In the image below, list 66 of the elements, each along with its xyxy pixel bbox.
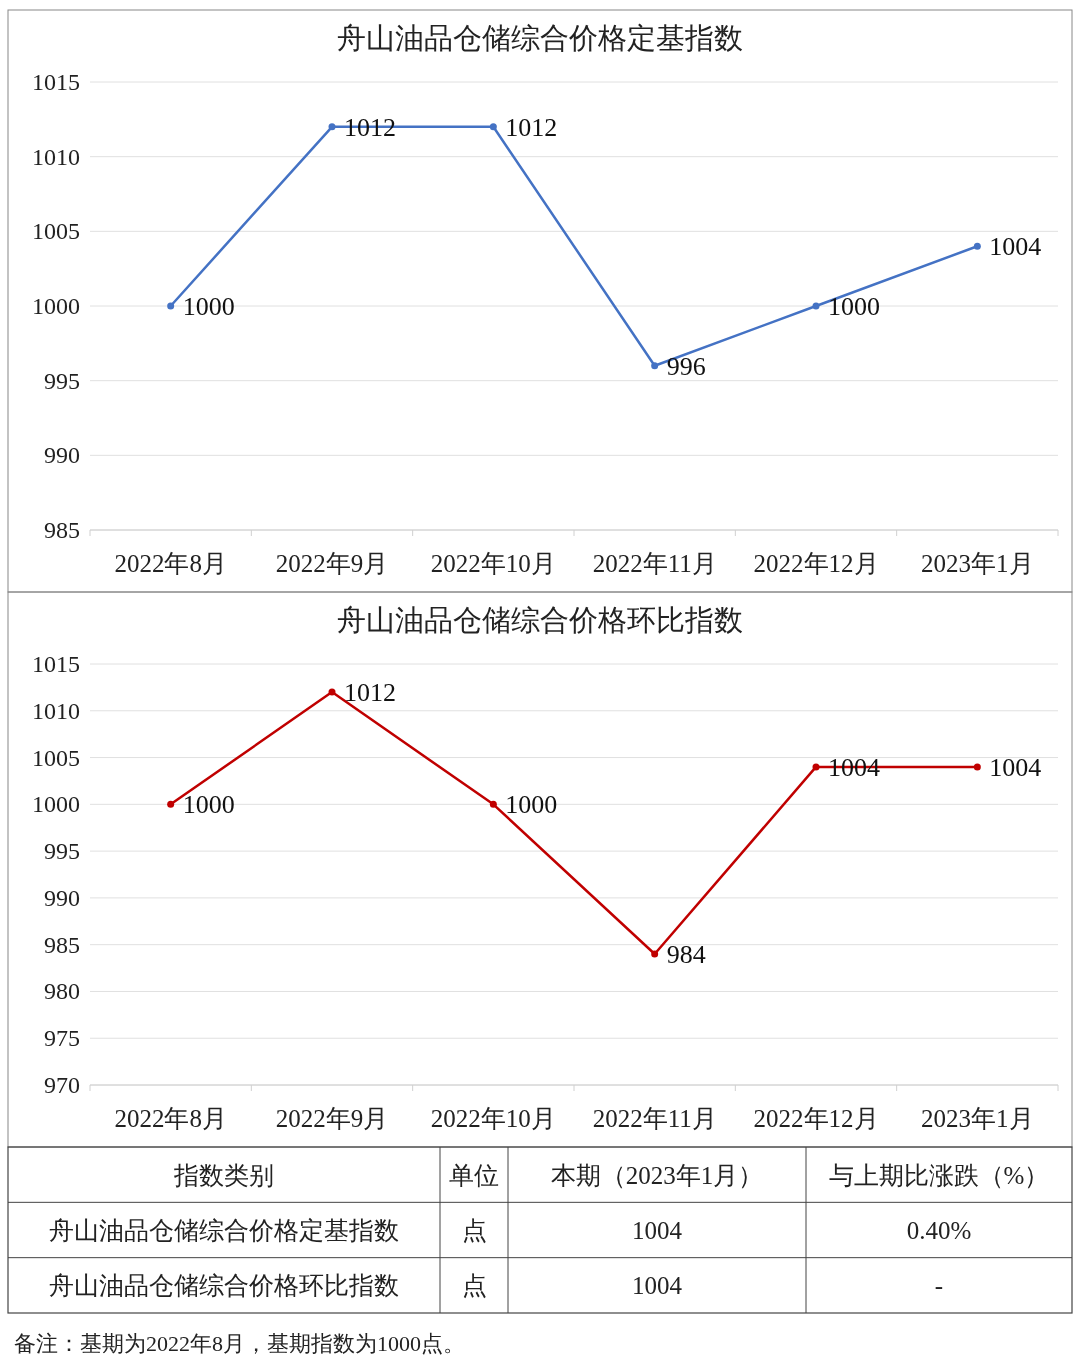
x-tick-label: 2022年9月 bbox=[275, 550, 389, 577]
x-tick-label: 2022年12月 bbox=[753, 1105, 879, 1132]
y-tick-label: 1000 bbox=[32, 791, 80, 818]
category-label: 指数类别 bbox=[173, 1161, 274, 1189]
y-tick-label: 1000 bbox=[32, 293, 80, 319]
point bbox=[328, 123, 336, 131]
data-label: 1000 bbox=[182, 790, 235, 820]
x-tick-label: 2022年8月 bbox=[114, 1105, 227, 1132]
x-tick-label: 2022年9月 bbox=[275, 1105, 389, 1132]
data-label: 984 bbox=[666, 940, 706, 970]
point bbox=[489, 123, 497, 131]
text: 1004 bbox=[632, 1272, 682, 1300]
category-label: 单位 bbox=[449, 1161, 499, 1189]
text: 备注：基期为2022年8月，基期指数为1000点。 bbox=[14, 1331, 465, 1356]
y-tick-label: 975 bbox=[44, 1025, 80, 1052]
x-tick-label: 2022年11月 bbox=[592, 1105, 717, 1132]
y-tick-label: 1015 bbox=[32, 69, 80, 95]
y-tick-label: 990 bbox=[44, 884, 80, 911]
text: 点 bbox=[461, 1272, 487, 1300]
chart-title: 舟山油品仓储综合价格环比指数 bbox=[337, 604, 743, 636]
data-label: 1004 bbox=[989, 232, 1042, 262]
y-tick-label: 970 bbox=[44, 1072, 80, 1098]
x-tick-label: 2023年1月 bbox=[921, 1105, 1034, 1132]
y-tick-label: 980 bbox=[44, 978, 80, 1005]
point bbox=[973, 242, 981, 250]
category-label: 与上期比涨跌（%） bbox=[828, 1161, 1050, 1189]
x-tick-label: 2022年12月 bbox=[753, 550, 879, 577]
y-tick-label: 1010 bbox=[32, 697, 80, 724]
y-tick-label: 1010 bbox=[32, 143, 80, 170]
point bbox=[651, 362, 659, 370]
y-tick-label: 990 bbox=[44, 442, 80, 469]
point bbox=[489, 800, 497, 808]
x-tick-label: 2022年8月 bbox=[114, 550, 227, 577]
data-label: 1000 bbox=[828, 292, 880, 321]
text: 0.40% bbox=[906, 1217, 972, 1244]
point bbox=[651, 950, 659, 958]
x-tick-label: 2023年1月 bbox=[921, 550, 1034, 577]
data-label: 1000 bbox=[182, 292, 235, 321]
data-label: 1012 bbox=[344, 678, 396, 708]
point bbox=[167, 800, 175, 808]
x-tick-label: 2022年10月 bbox=[430, 550, 556, 577]
text: 1004 bbox=[632, 1217, 682, 1244]
text: 舟山油品仓储综合价格环比指数 bbox=[49, 1272, 399, 1300]
y-tick-label: 985 bbox=[44, 517, 80, 543]
point bbox=[973, 763, 981, 771]
y-tick-label: 995 bbox=[44, 367, 80, 394]
x-tick-label: 2022年11月 bbox=[592, 550, 717, 577]
y-tick-label: 1005 bbox=[32, 744, 80, 771]
y-tick-label: 995 bbox=[44, 838, 80, 865]
data-label: 1000 bbox=[505, 790, 558, 820]
point bbox=[812, 302, 820, 310]
text: 点 bbox=[461, 1217, 487, 1244]
y-tick-label: 1005 bbox=[32, 218, 80, 245]
chart-title: 舟山油品仓储综合价格定基指数 bbox=[337, 22, 743, 54]
x-tick-label: 2022年10月 bbox=[430, 1105, 556, 1132]
y-tick-label: 1015 bbox=[32, 651, 80, 677]
point bbox=[812, 763, 820, 771]
point bbox=[167, 302, 175, 310]
text: 舟山油品仓储综合价格定基指数 bbox=[49, 1217, 399, 1244]
text: - bbox=[934, 1272, 944, 1300]
y-tick-label: 985 bbox=[44, 931, 80, 958]
data-label: 996 bbox=[666, 351, 706, 381]
category-label: 本期（2023年1月） bbox=[550, 1161, 764, 1189]
data-label: 1004 bbox=[989, 752, 1042, 782]
point bbox=[328, 688, 336, 696]
data-label: 1012 bbox=[505, 112, 558, 142]
